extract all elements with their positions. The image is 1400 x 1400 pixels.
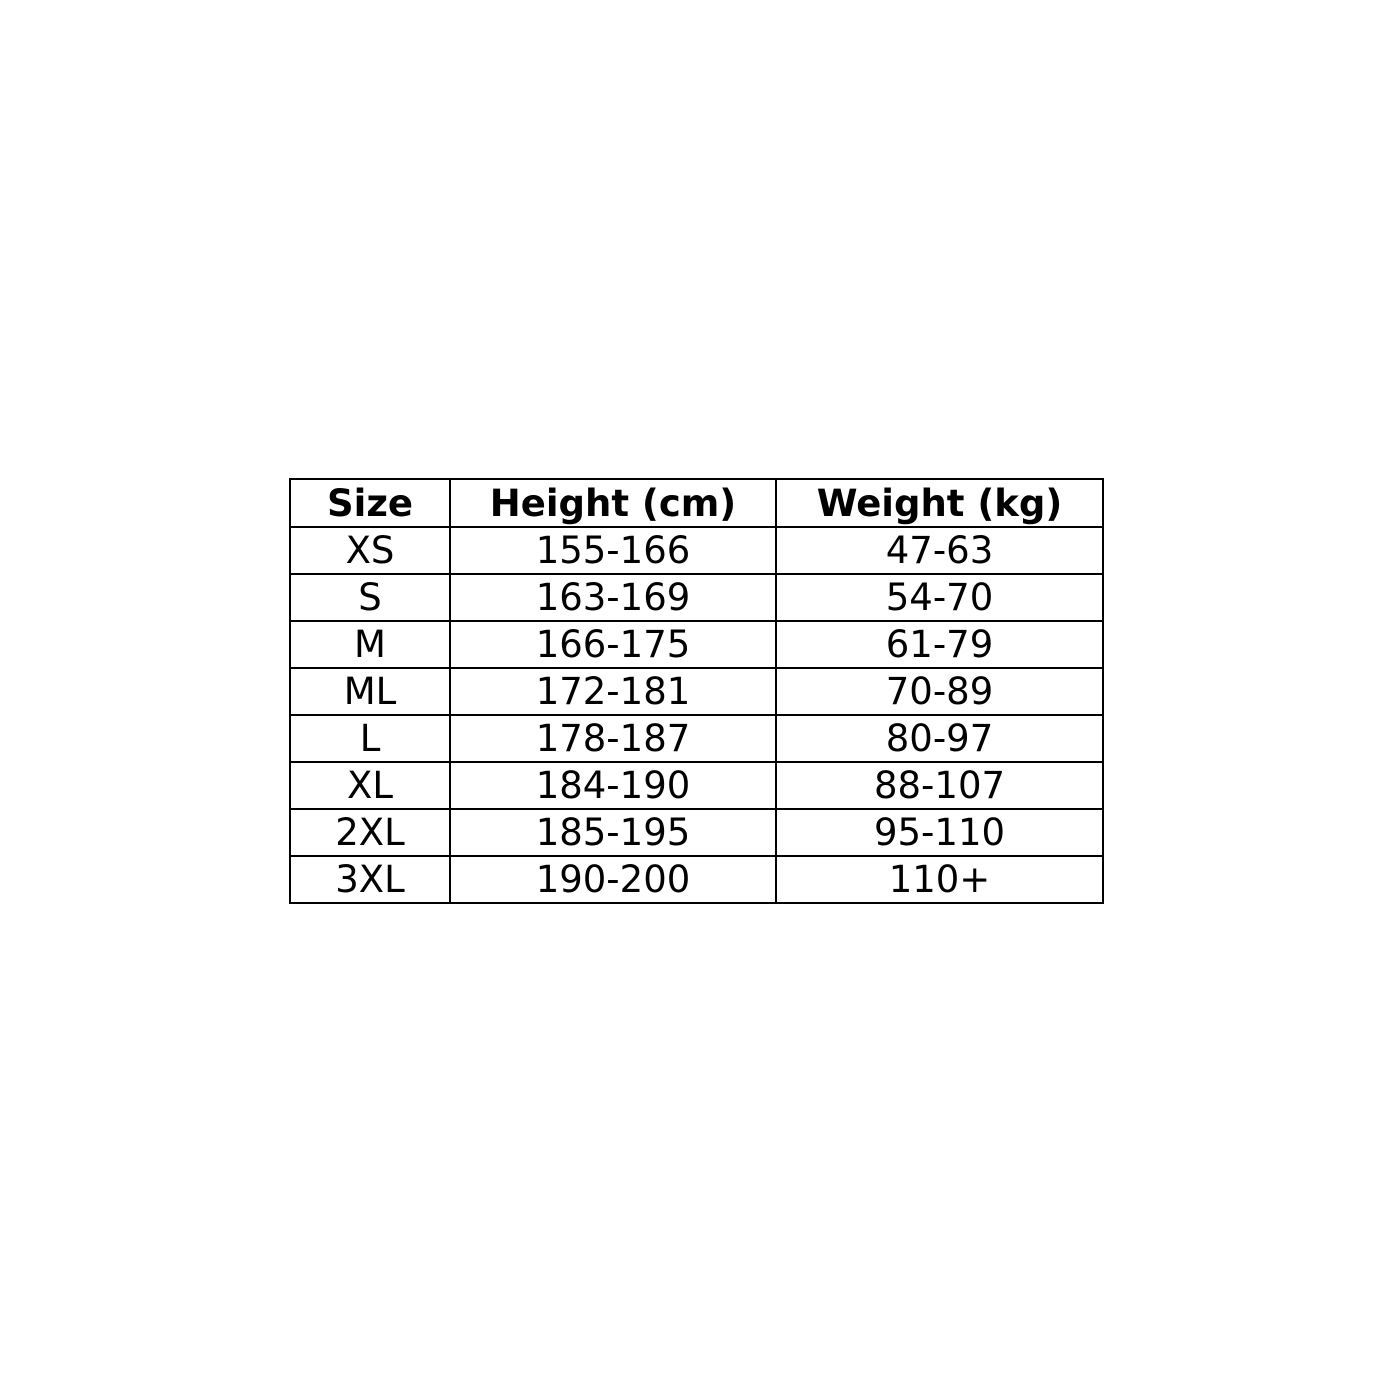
header-row: Size Height (cm) Weight (kg) — [289, 478, 1104, 528]
weight-cell: 70-89 — [775, 667, 1104, 716]
weight-cell: 61-79 — [775, 620, 1104, 669]
height-cell: 185-195 — [449, 808, 777, 857]
weight-cell: 95-110 — [775, 808, 1104, 857]
height-cell: 166-175 — [449, 620, 777, 669]
table-row: ML 172-181 70-89 — [289, 667, 1104, 716]
size-cell: 3XL — [289, 855, 451, 904]
size-cell: ML — [289, 667, 451, 716]
size-cell: 2XL — [289, 808, 451, 857]
weight-cell: 47-63 — [775, 526, 1104, 575]
header-weight: Weight (kg) — [775, 478, 1104, 528]
height-cell: 184-190 — [449, 761, 777, 810]
weight-cell: 54-70 — [775, 573, 1104, 622]
table-row: 2XL 185-195 95-110 — [289, 808, 1104, 857]
weight-cell: 88-107 — [775, 761, 1104, 810]
table-row: XL 184-190 88-107 — [289, 761, 1104, 810]
height-cell: 178-187 — [449, 714, 777, 763]
table-row: XS 155-166 47-63 — [289, 526, 1104, 575]
size-cell: M — [289, 620, 451, 669]
weight-cell: 80-97 — [775, 714, 1104, 763]
height-cell: 163-169 — [449, 573, 777, 622]
table-row: L 178-187 80-97 — [289, 714, 1104, 763]
weight-cell: 110+ — [775, 855, 1104, 904]
header-height: Height (cm) — [449, 478, 777, 528]
height-cell: 155-166 — [449, 526, 777, 575]
table-row: S 163-169 54-70 — [289, 573, 1104, 622]
size-cell: XS — [289, 526, 451, 575]
height-cell: 190-200 — [449, 855, 777, 904]
table-row: 3XL 190-200 110+ — [289, 855, 1104, 904]
size-cell: S — [289, 573, 451, 622]
size-cell: XL — [289, 761, 451, 810]
height-cell: 172-181 — [449, 667, 777, 716]
size-cell: L — [289, 714, 451, 763]
header-size: Size — [289, 478, 451, 528]
size-chart-table: Size Height (cm) Weight (kg) XS 155-166 47… — [289, 478, 1104, 904]
table-row: M 166-175 61-79 — [289, 620, 1104, 669]
